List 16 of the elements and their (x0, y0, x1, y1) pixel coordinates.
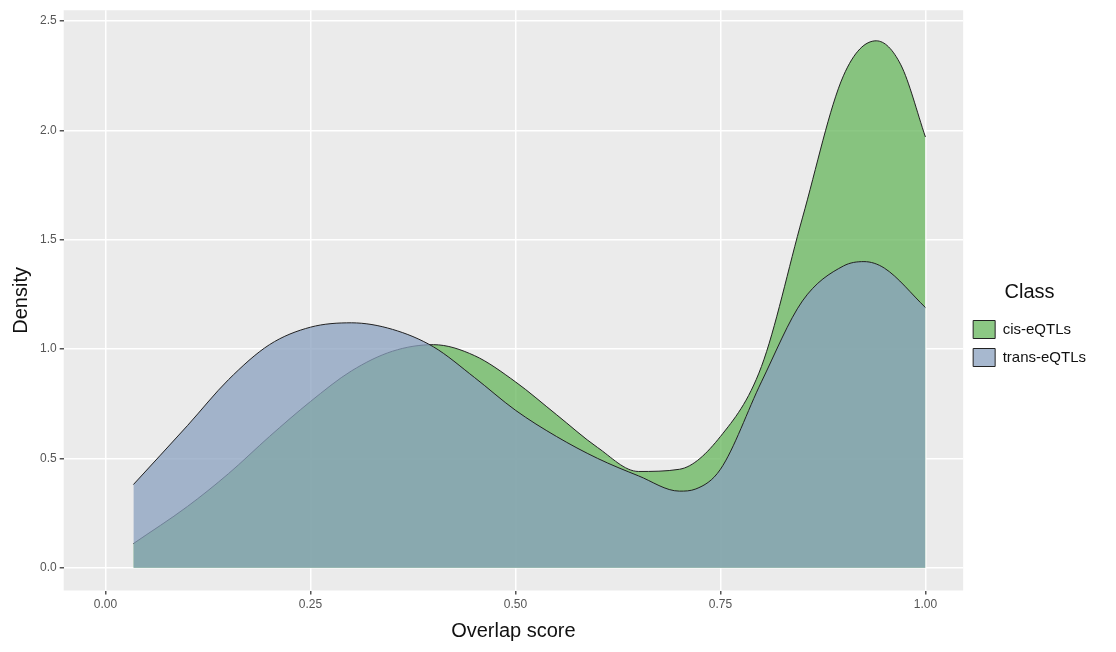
legend-title: Class (1004, 280, 1055, 303)
x-tick-label: 1.00 (913, 597, 938, 612)
x-tick-label: 0.50 (503, 597, 528, 612)
legend-label: cis-eQTLs (1002, 319, 1071, 337)
y-tick-label: 2.0 (39, 122, 57, 137)
y-tick-label: 0.0 (39, 559, 57, 574)
x-axis-title: Overlap score (451, 618, 576, 641)
y-tick-label: 1.0 (39, 341, 57, 356)
x-tick-label: 0.25 (298, 597, 323, 612)
y-tick-label: 0.5 (39, 450, 57, 465)
x-tick-label: 0.00 (93, 597, 118, 612)
y-tick-label: 1.5 (39, 232, 57, 247)
legend-label: trans-eQTLs (1002, 347, 1086, 365)
y-tick-label: 2.5 (39, 13, 57, 28)
y-axis-title: Density (8, 267, 31, 334)
x-tick-label: 0.75 (708, 597, 733, 612)
